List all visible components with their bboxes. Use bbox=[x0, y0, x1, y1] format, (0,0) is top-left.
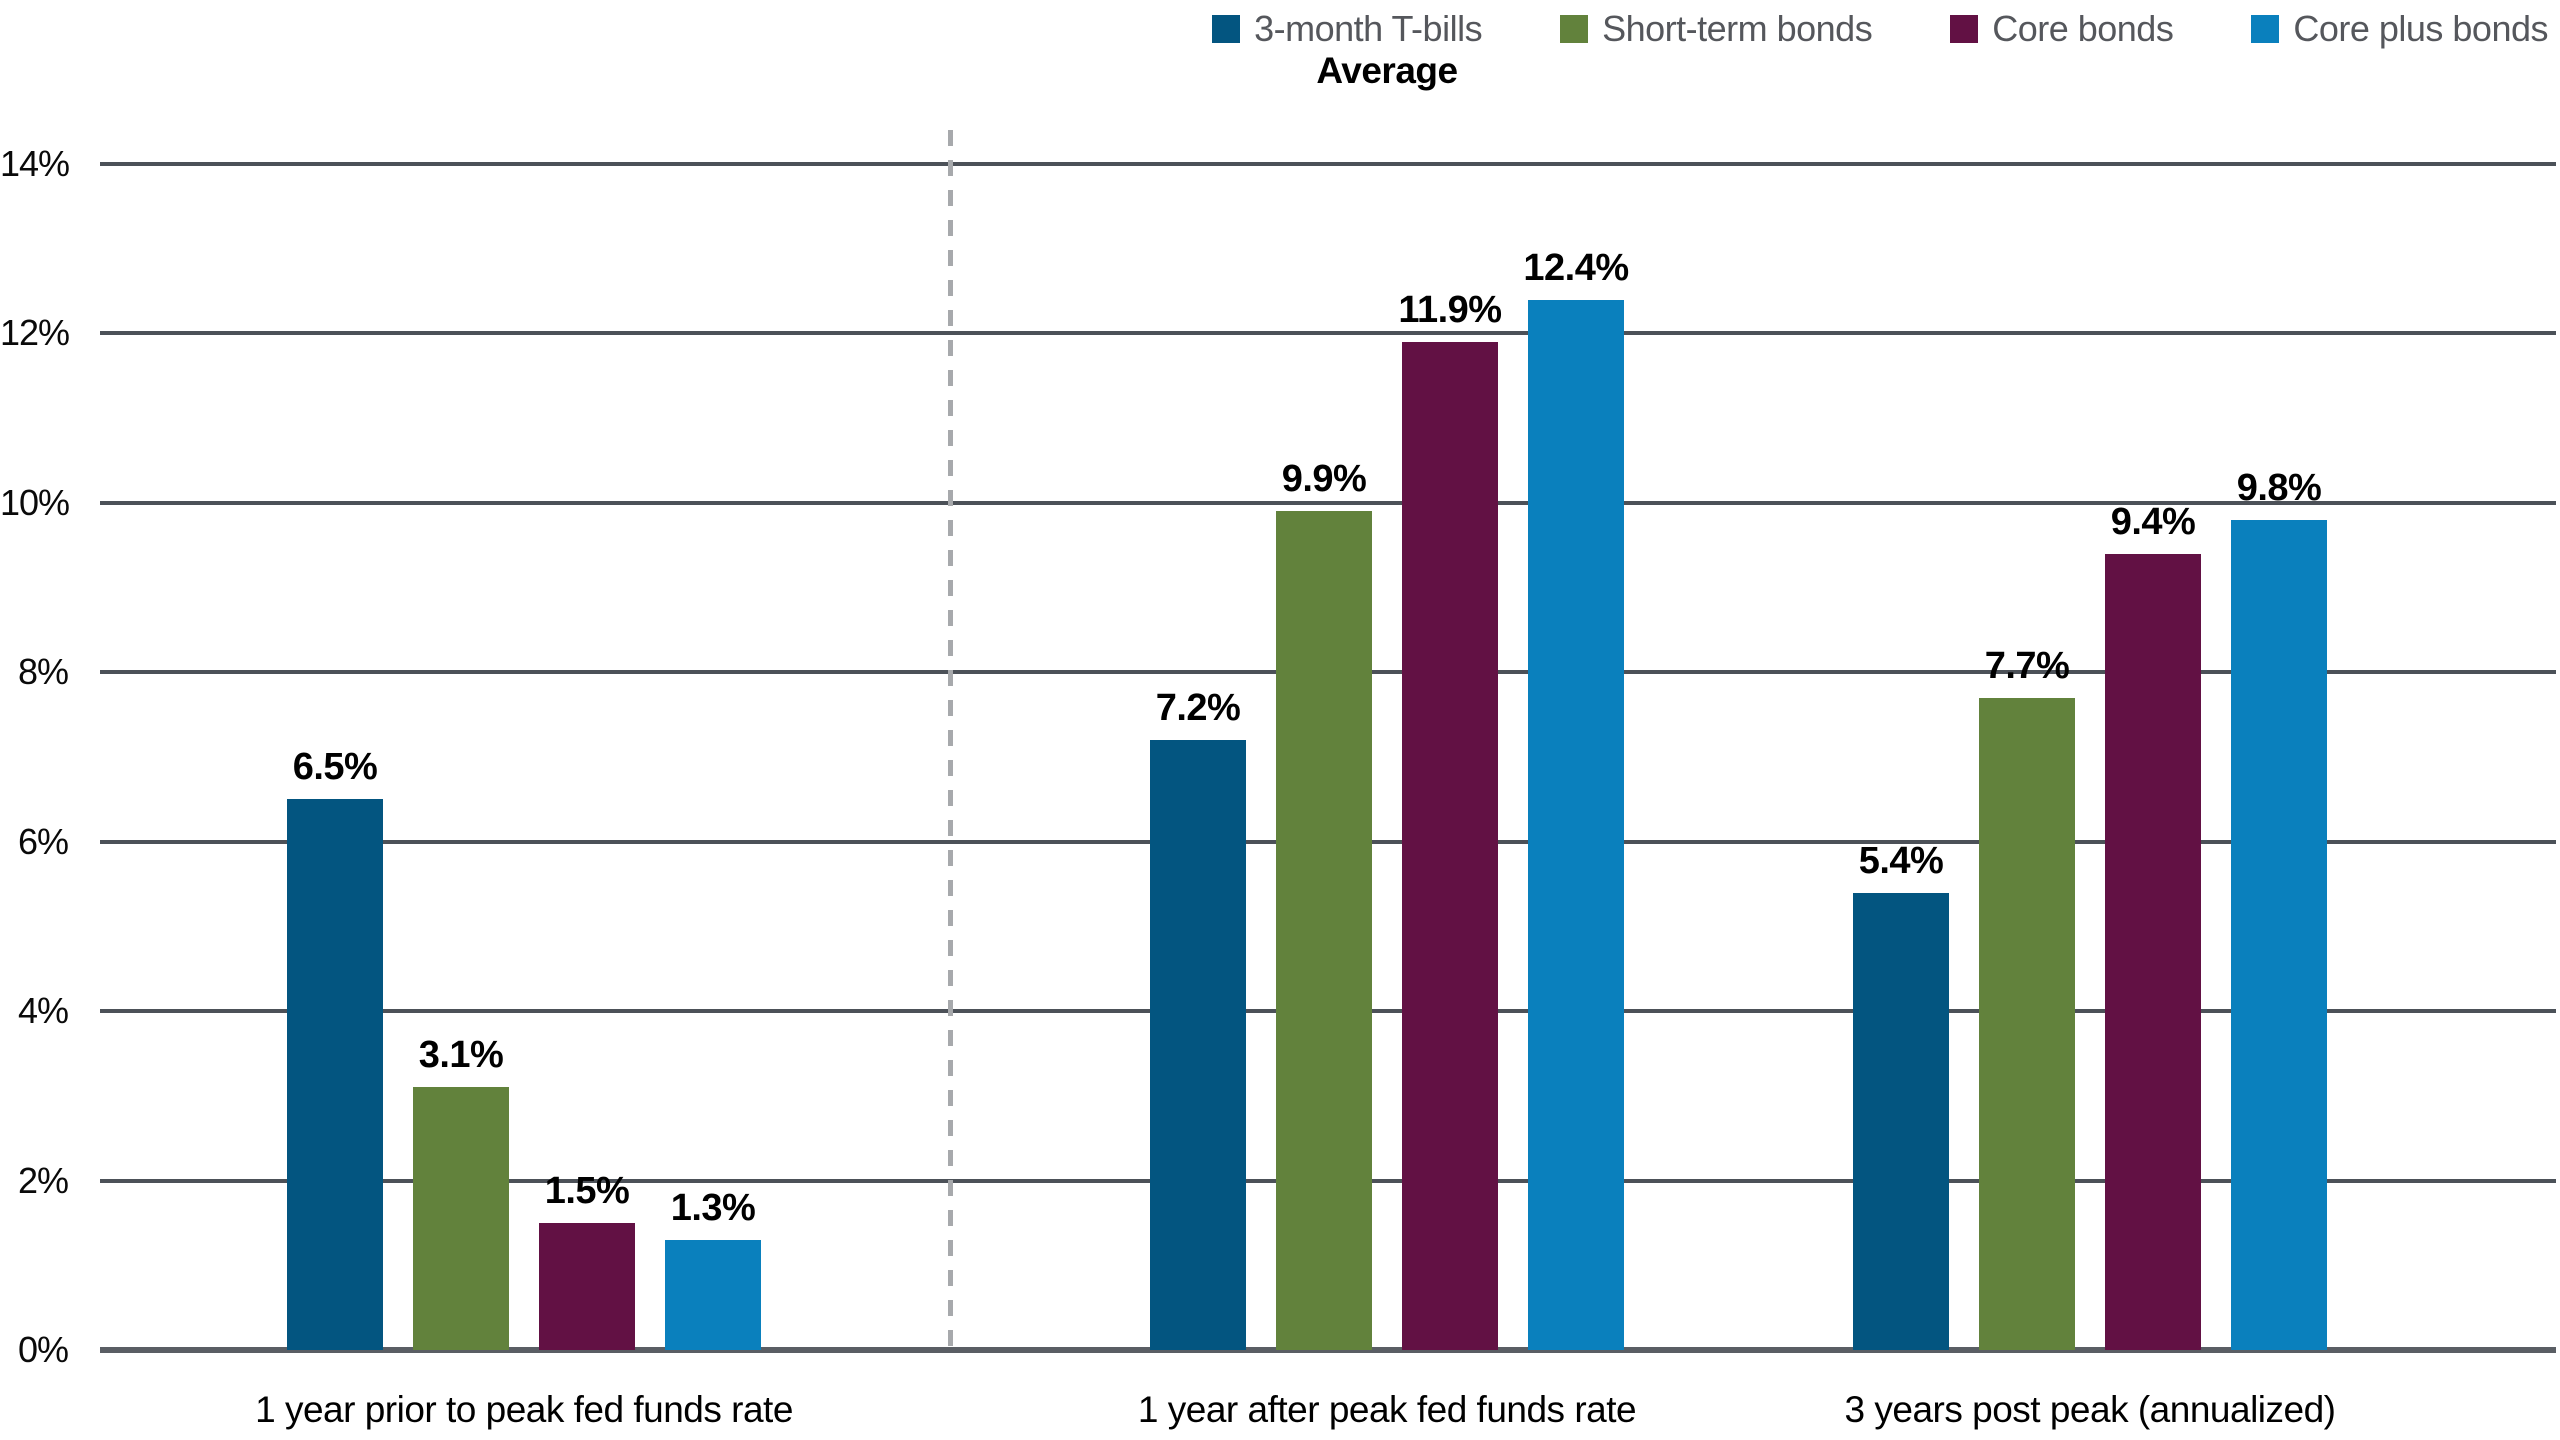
legend-color-swatch-icon bbox=[1950, 15, 1979, 43]
y-axis-tick-label: 6% bbox=[17, 820, 69, 862]
legend-item-3-month-t-bills: 3-month T-bills bbox=[1212, 8, 1483, 50]
bar-value-label: 7.7% bbox=[1984, 644, 2070, 687]
legend-color-swatch-icon bbox=[1560, 15, 1589, 43]
bar-value-label: 9.9% bbox=[1281, 458, 1367, 501]
y-axis-tick-label: 12% bbox=[0, 312, 70, 354]
legend-color-swatch-icon bbox=[1212, 15, 1241, 43]
y-axis-tick-label: 0% bbox=[17, 1329, 69, 1370]
bar-3-month-t-bills-1 bbox=[287, 799, 383, 1350]
bar-value-label: 9.4% bbox=[2110, 500, 2196, 543]
bar-short-term-bonds-1 bbox=[413, 1087, 509, 1350]
y-axis-tick-label: 10% bbox=[0, 481, 70, 523]
bar-core-plus-bonds-2 bbox=[1528, 299, 1624, 1350]
bar-value-label: 6.5% bbox=[292, 746, 378, 789]
bar-core-plus-bonds-3 bbox=[2231, 519, 2327, 1350]
bar-core-bonds-3 bbox=[2105, 553, 2201, 1350]
legend-color-swatch-icon bbox=[2251, 15, 2280, 43]
y-axis-tick-label: 2% bbox=[17, 1159, 69, 1201]
bar-value-label: 9.8% bbox=[2236, 466, 2322, 509]
x-axis-category-label: 1 year after peak fed funds rate bbox=[1137, 1389, 1637, 1430]
bar-value-label: 5.4% bbox=[1858, 839, 1944, 882]
bar-3-month-t-bills-2 bbox=[1150, 740, 1246, 1350]
bar-value-label: 7.2% bbox=[1155, 687, 1241, 730]
chart-title: Average bbox=[1316, 50, 1458, 91]
bar-short-term-bonds-2 bbox=[1276, 511, 1372, 1350]
legend-label: Core plus bonds bbox=[2293, 8, 2548, 49]
legend-label: 3-month T-bills bbox=[1254, 8, 1483, 49]
legend-label: Short-term bonds bbox=[1602, 8, 1873, 49]
gridline-10% bbox=[100, 500, 2556, 505]
bar-value-label: 1.3% bbox=[670, 1186, 756, 1229]
bar-core-plus-bonds-1 bbox=[665, 1239, 761, 1350]
legend-item-core-bonds: Core bonds bbox=[1950, 8, 2174, 50]
bar-core-bonds-1 bbox=[539, 1222, 635, 1350]
y-axis-tick-label: 4% bbox=[17, 990, 69, 1032]
bar-core-bonds-2 bbox=[1402, 341, 1498, 1350]
y-axis-tick-label: 8% bbox=[17, 651, 69, 693]
legend-label: Core bonds bbox=[1992, 8, 2174, 49]
legend-item-core-plus-bonds: Core plus bonds bbox=[2251, 8, 2548, 50]
bar-value-label: 11.9% bbox=[1398, 288, 1502, 331]
bar-value-label: 1.5% bbox=[544, 1169, 630, 1212]
separator-dashed-line bbox=[948, 130, 953, 1350]
legend: 3-month T-bills Short-term bonds Core bond… bbox=[1212, 8, 2548, 50]
bar-value-label: 12.4% bbox=[1523, 246, 1629, 289]
x-axis-category-label: 3 years post peak (annualized) bbox=[1844, 1389, 2336, 1430]
legend-item-short-term-bonds: Short-term bonds bbox=[1560, 8, 1873, 50]
y-axis-tick-label: 14% bbox=[0, 143, 70, 184]
gridline-14% bbox=[100, 162, 2556, 166]
bar-3-month-t-bills-3 bbox=[1853, 892, 1949, 1350]
bar-value-label: 3.1% bbox=[418, 1034, 504, 1077]
x-axis-category-label: 1 year prior to peak fed funds rate bbox=[255, 1389, 793, 1430]
bar-short-term-bonds-3 bbox=[1979, 697, 2075, 1350]
x-axis-baseline bbox=[100, 1347, 2556, 1353]
gridline-12% bbox=[100, 331, 2556, 336]
